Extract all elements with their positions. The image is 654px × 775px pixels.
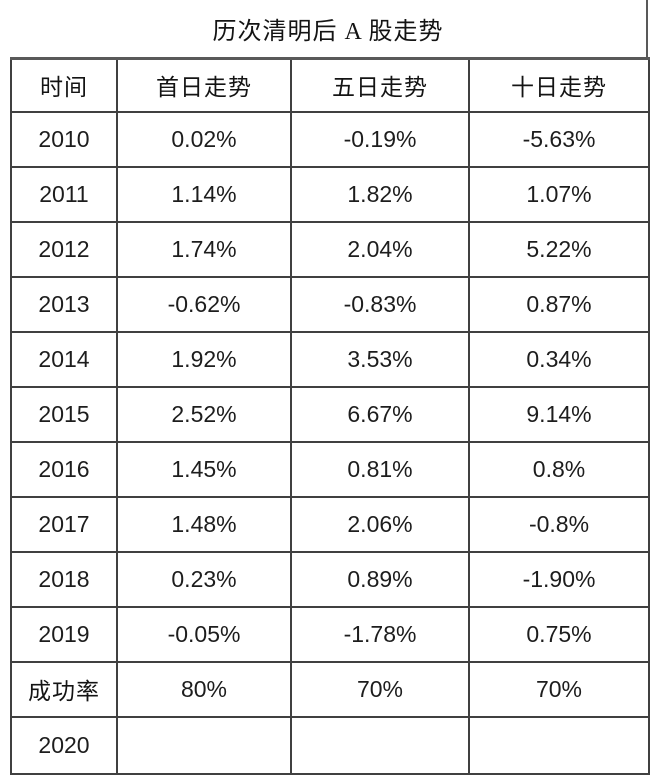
table-header-row: 时间 首日走势 五日走势 十日走势 xyxy=(10,57,650,113)
row-label-cell: 2013 xyxy=(10,275,118,333)
row-label-cell: 2017 xyxy=(10,495,118,553)
row-label-cell: 2012 xyxy=(10,220,118,278)
value-cell xyxy=(116,715,292,775)
value-cell: 1.92% xyxy=(116,330,292,388)
value-cell: 2.04% xyxy=(290,220,470,278)
table-body: 2010 0.02% -0.19% -5.63% 2011 1.14% 1.82% 1.07%… xyxy=(10,110,650,775)
table-row: 2019 -0.05% -1.78% 0.75% xyxy=(10,605,650,663)
row-label-cell: 2020 xyxy=(10,715,118,775)
value-cell: 5.22% xyxy=(468,220,650,278)
value-cell xyxy=(290,715,470,775)
value-cell: 1.48% xyxy=(116,495,292,553)
qingming-astock-table: 时间 首日走势 五日走势 十日走势 2010 0.02% -0.19% -5.63% 2… xyxy=(10,57,650,775)
table-row: 2020 xyxy=(10,715,650,775)
table-row: 2011 1.14% 1.82% 1.07% xyxy=(10,165,650,223)
value-cell: 0.75% xyxy=(468,605,650,663)
row-label-cell: 2010 xyxy=(10,110,118,168)
value-cell: -0.62% xyxy=(116,275,292,333)
value-cell: 1.82% xyxy=(290,165,470,223)
value-cell: -0.83% xyxy=(290,275,470,333)
value-cell: 0.8% xyxy=(468,440,650,498)
row-label-cell: 成功率 xyxy=(10,660,118,718)
row-label-cell: 2014 xyxy=(10,330,118,388)
table-title: 历次清明后 A 股走势 xyxy=(10,0,648,57)
value-cell: 70% xyxy=(468,660,650,718)
table-row: 2014 1.92% 3.53% 0.34% xyxy=(10,330,650,388)
value-cell: 1.14% xyxy=(116,165,292,223)
value-cell: 2.52% xyxy=(116,385,292,443)
row-label-cell: 2015 xyxy=(10,385,118,443)
header-five-day: 五日走势 xyxy=(290,57,470,113)
table-row: 2010 0.02% -0.19% -5.63% xyxy=(10,110,650,168)
value-cell: -0.19% xyxy=(290,110,470,168)
table-row: 2018 0.23% 0.89% -1.90% xyxy=(10,550,650,608)
value-cell: 0.23% xyxy=(116,550,292,608)
value-cell: -0.8% xyxy=(468,495,650,553)
value-cell: 80% xyxy=(116,660,292,718)
stock-trend-table-container: 历次清明后 A 股走势 时间 首日走势 五日走势 十日走势 2010 0.02% -… xyxy=(10,0,650,775)
value-cell: 0.02% xyxy=(116,110,292,168)
value-cell: 3.53% xyxy=(290,330,470,388)
value-cell: -1.78% xyxy=(290,605,470,663)
value-cell: 70% xyxy=(290,660,470,718)
value-cell: 6.67% xyxy=(290,385,470,443)
value-cell: 0.81% xyxy=(290,440,470,498)
row-label-cell: 2019 xyxy=(10,605,118,663)
value-cell: 2.06% xyxy=(290,495,470,553)
value-cell xyxy=(468,715,650,775)
header-time: 时间 xyxy=(10,57,118,113)
header-ten-day: 十日走势 xyxy=(468,57,650,113)
row-label-cell: 2018 xyxy=(10,550,118,608)
value-cell: 1.45% xyxy=(116,440,292,498)
value-cell: -1.90% xyxy=(468,550,650,608)
table-row: 成功率 80% 70% 70% xyxy=(10,660,650,718)
table-row: 2016 1.45% 0.81% 0.8% xyxy=(10,440,650,498)
value-cell: 0.87% xyxy=(468,275,650,333)
value-cell: 1.07% xyxy=(468,165,650,223)
table-row: 2012 1.74% 2.04% 5.22% xyxy=(10,220,650,278)
value-cell: -0.05% xyxy=(116,605,292,663)
table-row: 2015 2.52% 6.67% 9.14% xyxy=(10,385,650,443)
table-row: 2017 1.48% 2.06% -0.8% xyxy=(10,495,650,553)
value-cell: 1.74% xyxy=(116,220,292,278)
row-label-cell: 2016 xyxy=(10,440,118,498)
value-cell: 0.34% xyxy=(468,330,650,388)
value-cell: 0.89% xyxy=(290,550,470,608)
header-first-day: 首日走势 xyxy=(116,57,292,113)
value-cell: 9.14% xyxy=(468,385,650,443)
row-label-cell: 2011 xyxy=(10,165,118,223)
value-cell: -5.63% xyxy=(468,110,650,168)
table-row: 2013 -0.62% -0.83% 0.87% xyxy=(10,275,650,333)
